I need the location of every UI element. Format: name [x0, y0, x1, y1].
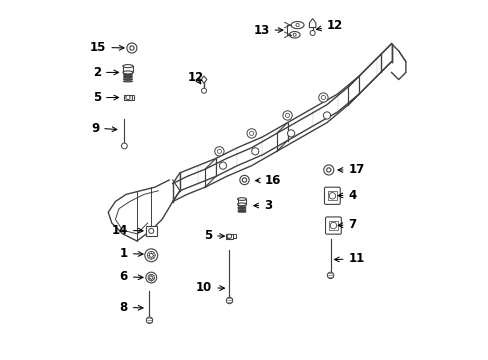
Text: 11: 11: [334, 252, 364, 265]
Bar: [122, 66, 133, 72]
Circle shape: [149, 276, 153, 279]
Circle shape: [148, 228, 153, 233]
Circle shape: [326, 168, 330, 172]
Text: 10: 10: [196, 281, 224, 294]
Circle shape: [321, 95, 325, 100]
Ellipse shape: [290, 22, 304, 29]
Ellipse shape: [289, 32, 300, 38]
Text: 2: 2: [93, 66, 119, 79]
Text: 17: 17: [337, 163, 364, 176]
Circle shape: [318, 93, 327, 102]
Text: 8: 8: [120, 301, 142, 314]
Circle shape: [146, 317, 152, 323]
Circle shape: [201, 88, 206, 93]
Circle shape: [323, 112, 330, 119]
Circle shape: [295, 23, 299, 27]
Circle shape: [148, 274, 154, 281]
Bar: [225, 234, 228, 238]
Bar: [132, 95, 134, 100]
Circle shape: [251, 148, 258, 155]
Circle shape: [287, 130, 294, 137]
Text: 6: 6: [120, 270, 142, 283]
Circle shape: [328, 193, 335, 199]
Text: 7: 7: [337, 218, 356, 231]
Circle shape: [214, 147, 224, 156]
Bar: [328, 221, 337, 230]
Bar: [145, 226, 156, 236]
Text: 12: 12: [187, 71, 204, 84]
Polygon shape: [201, 76, 206, 83]
Circle shape: [147, 251, 155, 259]
Circle shape: [125, 95, 130, 100]
Circle shape: [144, 249, 158, 262]
Circle shape: [329, 222, 336, 229]
Circle shape: [217, 149, 221, 153]
Bar: [233, 234, 235, 238]
Bar: [124, 95, 132, 100]
Bar: [237, 199, 246, 204]
Circle shape: [246, 129, 256, 138]
Ellipse shape: [237, 198, 246, 201]
Bar: [225, 234, 233, 239]
Circle shape: [309, 31, 314, 36]
Circle shape: [226, 297, 232, 304]
Text: 5: 5: [203, 229, 224, 242]
Text: 12: 12: [316, 19, 343, 32]
Circle shape: [249, 131, 253, 135]
Text: 14: 14: [111, 224, 142, 237]
Text: 3: 3: [253, 199, 272, 212]
Circle shape: [293, 33, 296, 36]
Circle shape: [285, 113, 289, 118]
Circle shape: [149, 253, 153, 257]
Circle shape: [129, 46, 134, 50]
FancyBboxPatch shape: [324, 187, 340, 204]
Text: 13: 13: [253, 24, 282, 37]
Ellipse shape: [122, 71, 133, 74]
Ellipse shape: [122, 65, 133, 68]
Bar: [124, 95, 126, 100]
Polygon shape: [309, 19, 315, 28]
Circle shape: [326, 272, 333, 279]
Text: 5: 5: [93, 91, 119, 104]
Circle shape: [126, 43, 137, 53]
Bar: [327, 192, 336, 200]
Circle shape: [227, 234, 231, 238]
Circle shape: [323, 165, 333, 175]
Circle shape: [145, 272, 156, 283]
Text: 4: 4: [337, 189, 356, 202]
FancyBboxPatch shape: [325, 217, 341, 234]
Circle shape: [239, 175, 249, 185]
Circle shape: [282, 111, 292, 120]
Text: 9: 9: [91, 122, 117, 135]
Circle shape: [242, 178, 246, 182]
Circle shape: [219, 162, 226, 169]
Circle shape: [121, 143, 127, 149]
Text: 1: 1: [120, 247, 142, 260]
Ellipse shape: [237, 203, 246, 206]
Text: 16: 16: [255, 174, 280, 186]
Text: 15: 15: [90, 41, 124, 54]
